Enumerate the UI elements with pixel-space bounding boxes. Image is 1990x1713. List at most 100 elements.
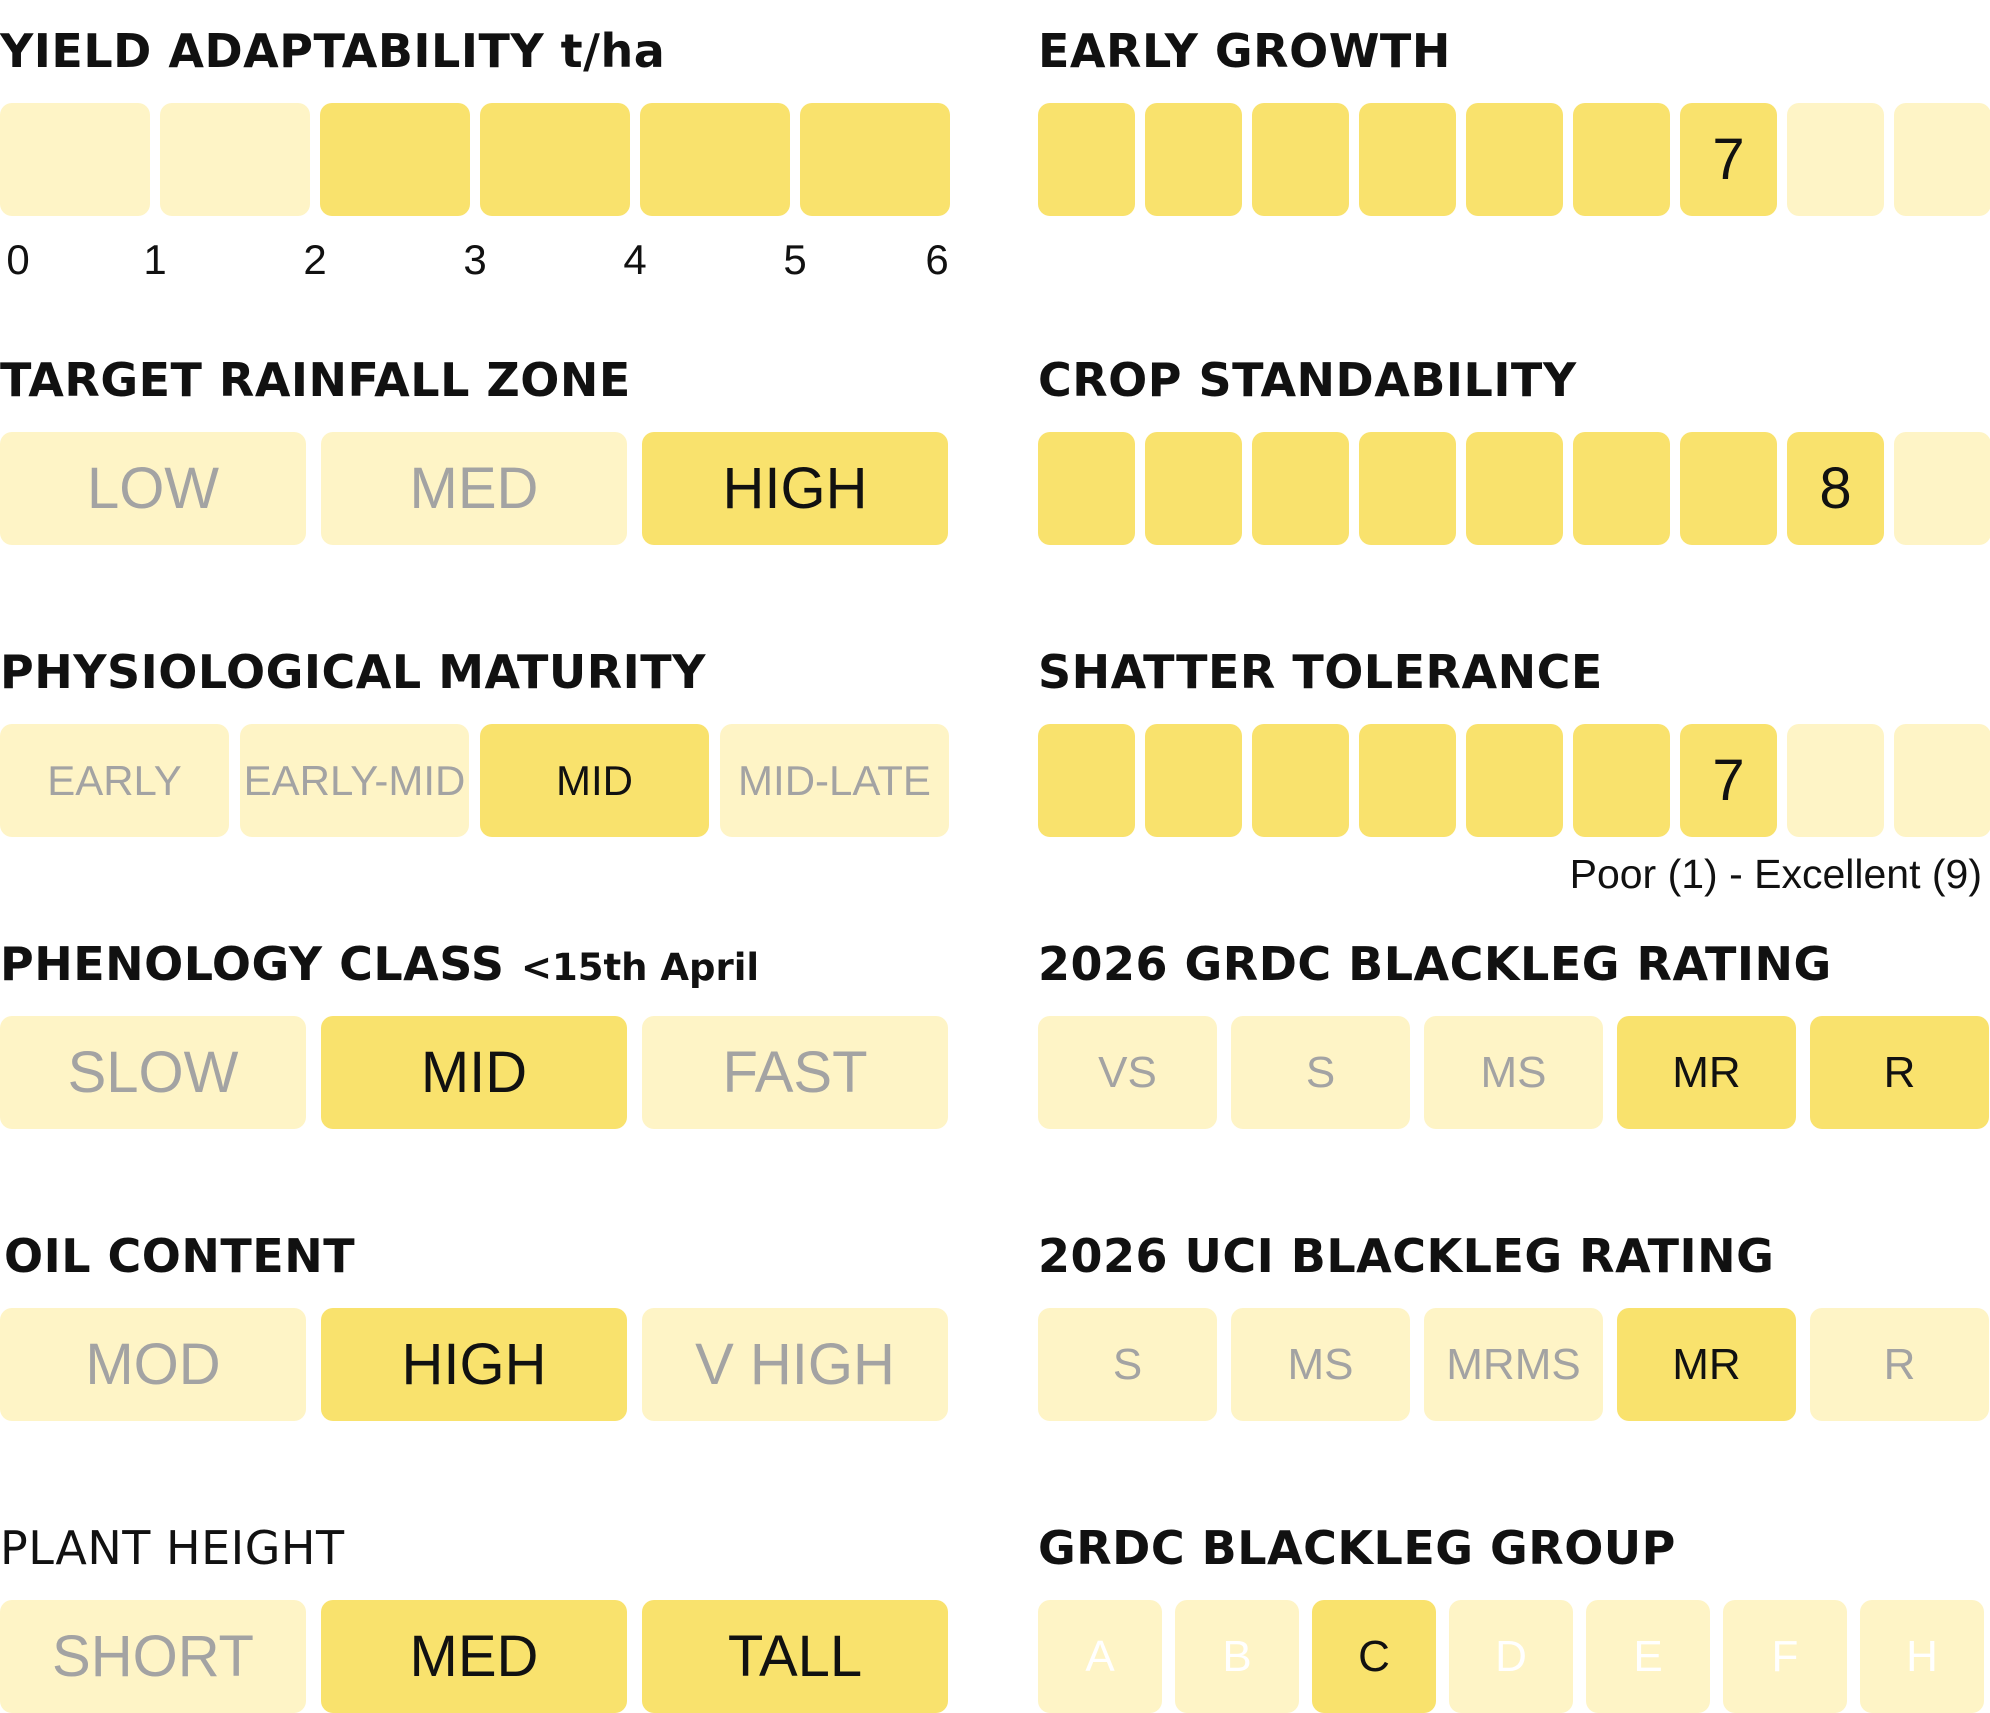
shatter-tolerance-segment (1252, 724, 1349, 837)
grdc-blackleg-group-title: GRDC BLACKLEG GROUP (1038, 1521, 1676, 1575)
phenology-option-slow: SLOW (0, 1016, 306, 1129)
yield-scale-segment (320, 103, 470, 216)
crop-standability-segment (1573, 432, 1670, 545)
grdc-blackleg-rating-options: VS S MS MR R (1038, 1016, 1989, 1129)
uci-rating-option-mrms: MRMS (1424, 1308, 1603, 1421)
shatter-tolerance-segment (1466, 724, 1563, 837)
early-growth-segment (1573, 103, 1670, 216)
plant-height-options: SHORT MED TALL (0, 1600, 948, 1713)
yield-adaptability-axis: 0 1 2 3 4 5 6 (0, 236, 960, 286)
target-rainfall-zone-title: TARGET RAINFALL ZONE (0, 353, 631, 407)
crop-standability-segment (1466, 432, 1563, 545)
rainfall-option-high: HIGH (642, 432, 948, 545)
shatter-tolerance-segment (1894, 724, 1990, 837)
crop-standability-title: CROP STANDABILITY (1038, 353, 1577, 407)
early-growth-segment (1038, 103, 1135, 216)
yield-tick-label: 0 (6, 236, 30, 283)
shatter-tolerance-rating-bar: 7 (1038, 724, 1990, 837)
rainfall-option-med: MED (321, 432, 627, 545)
blackleg-group-option-a: A (1038, 1600, 1162, 1713)
shatter-tolerance-segment (1038, 724, 1135, 837)
crop-standability-rating-bar: 8 (1038, 432, 1990, 545)
yield-scale-segment (160, 103, 310, 216)
early-growth-segment (1359, 103, 1456, 216)
height-option-tall: TALL (642, 1600, 948, 1713)
grdc-rating-option-r: R (1810, 1016, 1989, 1129)
yield-scale-segment (0, 103, 150, 216)
early-growth-segment (1466, 103, 1563, 216)
shatter-tolerance-segment (1573, 724, 1670, 837)
early-growth-rating-bar: 7 (1038, 103, 1990, 216)
phenology-class-title: PHENOLOGY CLASS <15th April (0, 941, 759, 987)
blackleg-group-option-h: H (1860, 1600, 1984, 1713)
blackleg-group-option-f: F (1723, 1600, 1847, 1713)
grdc-rating-option-ms: MS (1424, 1016, 1603, 1129)
blackleg-group-option-b: B (1175, 1600, 1299, 1713)
yield-scale-segment (800, 103, 950, 216)
oil-option-high: HIGH (321, 1308, 627, 1421)
crop-standability-segment (1894, 432, 1990, 545)
yield-tick-label: 5 (783, 236, 807, 283)
shatter-tolerance-segment (1787, 724, 1884, 837)
uci-blackleg-rating-title: 2026 UCI BLACKLEG RATING (1038, 1229, 1775, 1283)
grdc-blackleg-rating-title: 2026 GRDC BLACKLEG RATING (1038, 937, 1832, 991)
phenology-option-fast: FAST (642, 1016, 948, 1129)
maturity-option-mid: MID (480, 724, 709, 837)
shatter-tolerance-title: SHATTER TOLERANCE (1038, 645, 1603, 699)
early-growth-segment (1787, 103, 1884, 216)
crop-standability-segment (1145, 432, 1242, 545)
yield-adaptability-bar (0, 103, 950, 216)
early-growth-segment (1252, 103, 1349, 216)
crop-standability-segment (1038, 432, 1135, 545)
maturity-option-mid-late: MID-LATE (720, 724, 949, 837)
early-growth-segment (1894, 103, 1990, 216)
shatter-tolerance-segment: 7 (1680, 724, 1777, 837)
rainfall-option-low: LOW (0, 432, 306, 545)
shatter-tolerance-segment (1359, 724, 1456, 837)
blackleg-group-option-d: D (1449, 1600, 1573, 1713)
oil-content-options: MOD HIGH V HIGH (0, 1308, 948, 1421)
uci-rating-option-s: S (1038, 1308, 1217, 1421)
shatter-tolerance-segment (1145, 724, 1242, 837)
oil-content-title: OIL CONTENT (4, 1229, 356, 1283)
phenology-class-options: SLOW MID FAST (0, 1016, 948, 1129)
blackleg-group-option-e: E (1586, 1600, 1710, 1713)
phenology-class-subtitle: <15th April (520, 946, 760, 989)
yield-scale-segment (480, 103, 630, 216)
yield-adaptability-title: YIELD ADAPTABILITY t/ha (0, 24, 666, 78)
yield-tick-label: 3 (463, 236, 487, 283)
uci-rating-option-ms: MS (1231, 1308, 1410, 1421)
early-growth-segment (1145, 103, 1242, 216)
oil-option-mod: MOD (0, 1308, 306, 1421)
yield-tick-label: 6 (925, 236, 949, 283)
rating-scale-note: Poor (1) - Excellent (9) (1569, 851, 1982, 897)
grdc-rating-option-vs: VS (1038, 1016, 1217, 1129)
phenology-class-title-text: PHENOLOGY CLASS (0, 937, 505, 991)
yield-tick-label: 1 (143, 236, 167, 283)
maturity-option-early: EARLY (0, 724, 229, 837)
uci-rating-option-mr: MR (1617, 1308, 1796, 1421)
yield-tick-label: 4 (623, 236, 647, 283)
oil-option-v-high: V HIGH (642, 1308, 948, 1421)
yield-scale-segment (640, 103, 790, 216)
physiological-maturity-title: PHYSIOLOGICAL MATURITY (0, 645, 706, 699)
blackleg-group-option-c: C (1312, 1600, 1436, 1713)
plant-height-title: PLANT HEIGHT (0, 1521, 345, 1575)
crop-standability-segment (1680, 432, 1777, 545)
early-growth-segment: 7 (1680, 103, 1777, 216)
physiological-maturity-options: EARLY EARLY-MID MID MID-LATE (0, 724, 949, 837)
early-growth-title: EARLY GROWTH (1038, 24, 1451, 78)
uci-rating-option-r: R (1810, 1308, 1989, 1421)
uci-blackleg-rating-options: S MS MRMS MR R (1038, 1308, 1989, 1421)
target-rainfall-zone-options: LOW MED HIGH (0, 432, 948, 545)
grdc-rating-option-s: S (1231, 1016, 1410, 1129)
height-option-med: MED (321, 1600, 627, 1713)
crop-standability-segment: 8 (1787, 432, 1884, 545)
phenology-option-mid: MID (321, 1016, 627, 1129)
crop-standability-segment (1359, 432, 1456, 545)
crop-standability-segment (1252, 432, 1349, 545)
maturity-option-early-mid: EARLY-MID (240, 724, 469, 837)
grdc-rating-option-mr: MR (1617, 1016, 1796, 1129)
height-option-short: SHORT (0, 1600, 306, 1713)
